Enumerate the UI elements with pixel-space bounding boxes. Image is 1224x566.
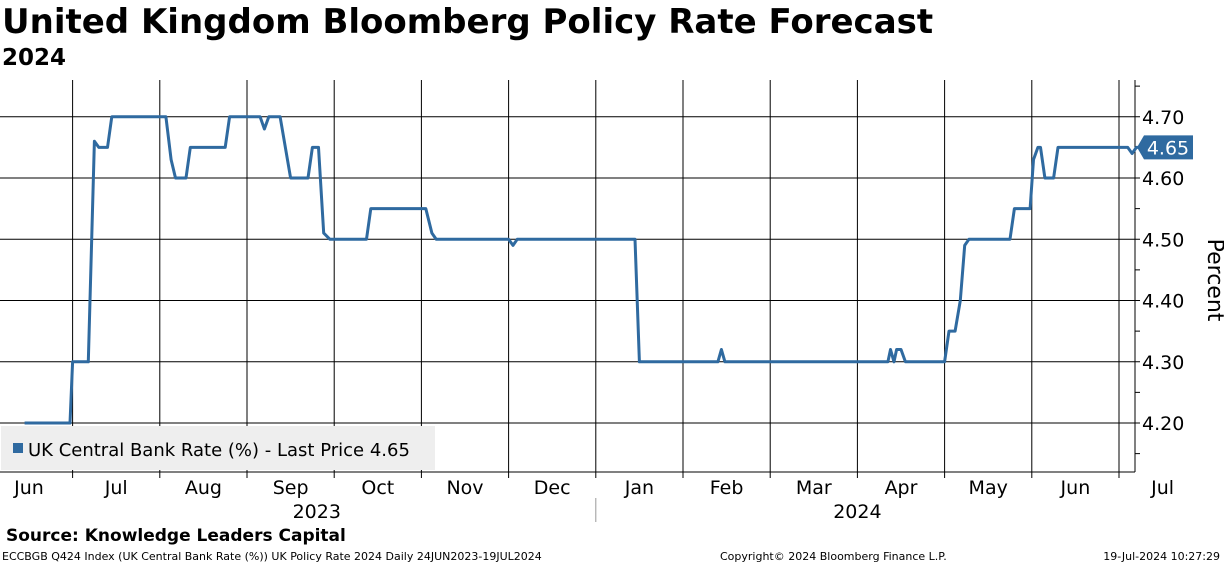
x-month-label: Dec <box>534 477 571 499</box>
y-tick-label: 4.20 <box>1142 413 1184 435</box>
x-month-label: Jun <box>13 477 44 499</box>
last-price-layer: 4.65 <box>1137 135 1193 160</box>
x-month-label: Mar <box>796 477 832 499</box>
y-tick-label: 4.70 <box>1142 107 1184 129</box>
legend-layer: UK Central Bank Rate (%) - Last Price 4.… <box>1 426 435 470</box>
x-month-label: Nov <box>446 477 483 499</box>
x-year-label: 2023 <box>293 501 341 523</box>
ticker-info: ECCBGB Q424 Index (UK Central Bank Rate … <box>2 550 542 563</box>
gridlines <box>0 80 1135 472</box>
timestamp: 19-Jul-2024 10:27:29 <box>1103 550 1220 563</box>
y-axis-labels: 4.70 4.60 4.50 4.40 4.30 4.20 <box>1142 107 1184 435</box>
x-year-label: 2024 <box>833 501 881 523</box>
x-month-label: Feb <box>710 477 744 499</box>
legend-swatch <box>13 443 23 453</box>
y-tick-label: 4.50 <box>1142 229 1184 251</box>
y-tick-label: 4.40 <box>1142 291 1184 313</box>
x-month-label: Jan <box>624 477 654 499</box>
last-price-label: 4.65 <box>1147 137 1189 159</box>
chart-title: United Kingdom Bloomberg Policy Rate For… <box>2 2 934 42</box>
source-note: Source: Knowledge Leaders Capital <box>6 526 346 546</box>
y-axis-title: Percent <box>1202 239 1224 322</box>
x-month-label: Jun <box>1060 477 1091 499</box>
y-tick-label: 4.30 <box>1142 352 1184 374</box>
series-layer <box>24 115 1150 425</box>
legend-box <box>1 426 435 470</box>
x-month-label: Aug <box>185 477 222 499</box>
x-month-label: May <box>969 477 1008 499</box>
x-month-label: Sep <box>273 477 309 499</box>
copyright: Copyright© 2024 Bloomberg Finance L.P. <box>720 550 947 563</box>
legend-label: UK Central Bank Rate (%) - Last Price 4.… <box>28 440 410 461</box>
series-line <box>24 115 1150 425</box>
y-tick-label: 4.60 <box>1142 168 1184 190</box>
x-month-label: Oct <box>361 477 394 499</box>
last-price-badge <box>1137 135 1193 160</box>
x-month-label: Jul <box>1150 477 1174 499</box>
x-axis-labels: Jun Jul Aug Sep Oct Nov Dec Jan Feb Mar Apr May Jun J… <box>13 477 1174 523</box>
x-month-label: Jul <box>104 477 128 499</box>
x-month-label: Apr <box>885 477 918 499</box>
chart-subtitle: 2024 <box>2 45 67 71</box>
